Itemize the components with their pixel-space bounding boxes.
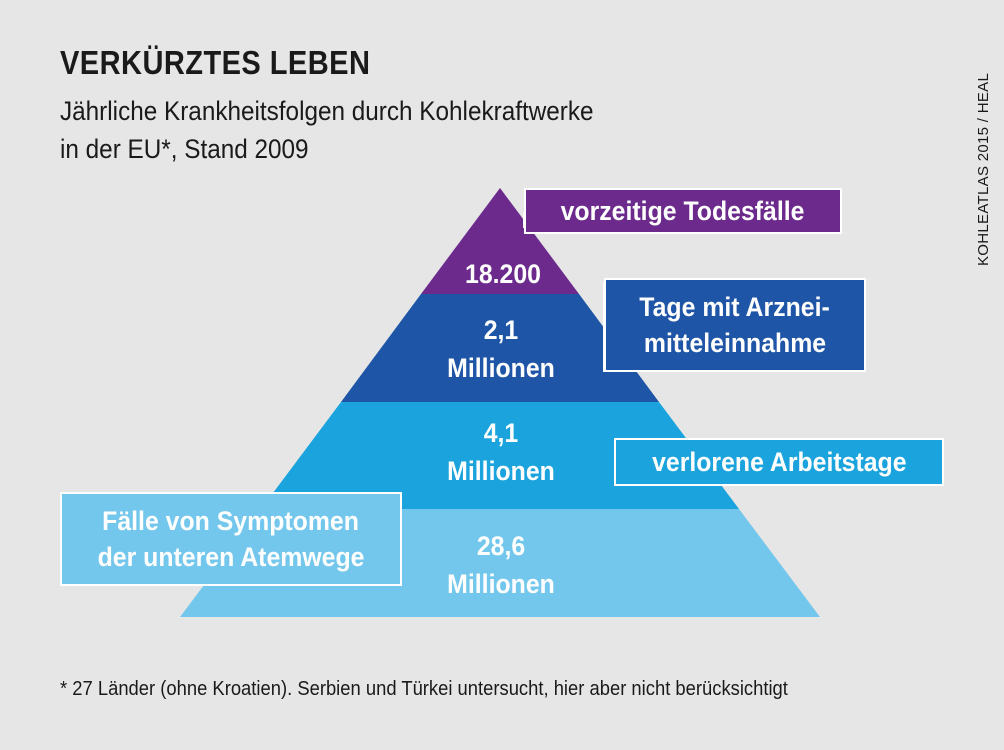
label-level-1-text: vorzeitige Todesfälle bbox=[561, 196, 805, 226]
chart-title: VERKÜRZTES LEBEN bbox=[60, 44, 371, 81]
label-level-3-text: verlorene Arbeitstage bbox=[651, 447, 907, 477]
value-level-2-line1: 2,1 bbox=[483, 315, 519, 345]
value-level-3-line1: 4,1 bbox=[483, 418, 519, 448]
label-level-1: vorzeitige Todesfälle bbox=[524, 188, 842, 234]
label-level-4-line1: Fälle von Symptomen bbox=[102, 506, 360, 536]
label-level-2-line2: mitteleinnahme bbox=[643, 328, 827, 358]
label-level-2: Tage mit Arznei- mitteleinnahme bbox=[604, 278, 866, 372]
label-level-4: Fälle von Symptomen der unteren Atemwege bbox=[60, 492, 402, 586]
label-level-4-line2: der unteren Atemwege bbox=[97, 542, 365, 572]
label-level-3: verlorene Arbeitstage bbox=[614, 438, 944, 486]
value-level-3: 4,1 Millionen bbox=[400, 414, 602, 490]
footnote: * 27 Länder (ohne Kroatien). Serbien und… bbox=[60, 678, 788, 700]
pyramid-tier-2 bbox=[341, 294, 659, 402]
pyramid-tier-top bbox=[421, 188, 579, 294]
chart-subtitle: Jährliche Krankheitsfolgen durch Kohlekr… bbox=[60, 92, 594, 168]
value-level-2: 2,1 Millionen bbox=[400, 311, 602, 387]
label-level-2-line1: Tage mit Arznei- bbox=[639, 292, 831, 322]
value-level-4-line2: Millionen bbox=[447, 569, 555, 599]
value-level-3-line2: Millionen bbox=[447, 456, 555, 486]
value-level-4-line1: 28,6 bbox=[476, 531, 526, 561]
subtitle-line-2: in der EU*, Stand 2009 bbox=[60, 134, 309, 164]
value-level-1-line1: 18.200 bbox=[465, 259, 541, 289]
value-level-1: 18.200 bbox=[402, 255, 604, 293]
subtitle-line-1: Jährliche Krankheitsfolgen durch Kohlekr… bbox=[60, 96, 594, 126]
value-level-2-line2: Millionen bbox=[447, 353, 555, 383]
value-level-4: 28,6 Millionen bbox=[400, 527, 602, 603]
